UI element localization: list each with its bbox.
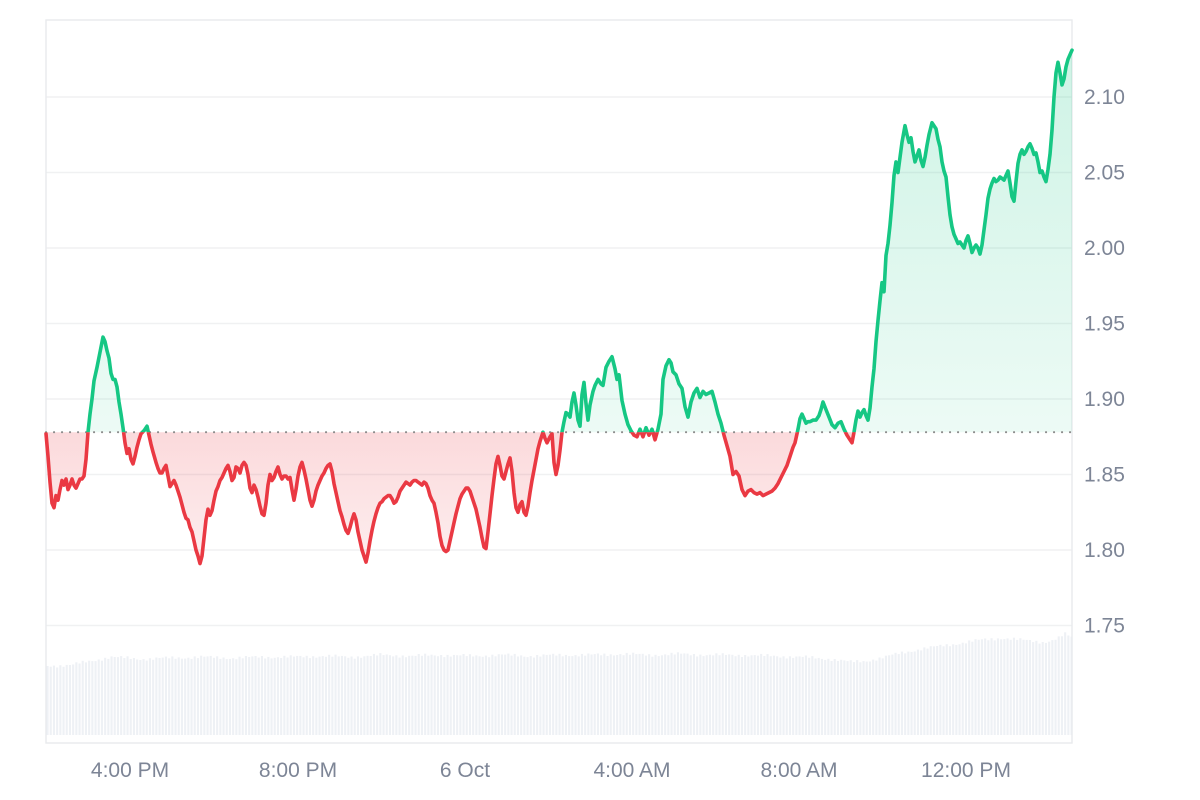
y-axis-label: 1.95 [1084,313,1125,336]
x-axis-label: 4:00 PM [91,759,169,782]
x-axis-label: 12:00 PM [921,759,1011,782]
price-line-down [44,432,856,566]
y-axis-label: 2.05 [1084,162,1125,185]
volume-bars [46,632,1073,735]
price-line-up [44,48,1074,433]
x-axis-label: 6 Oct [440,759,490,782]
y-axis-label: 1.85 [1084,464,1125,487]
x-axis-label: 8:00 PM [259,759,337,782]
x-axis-label: 8:00 AM [760,759,837,782]
y-axis: 2.10 2.05 2.00 1.95 1.90 1.85 1.80 1.75 [1084,86,1125,638]
area-above-baseline [46,50,1072,433]
y-axis-label: 1.80 [1084,539,1125,562]
x-axis-label: 4:00 AM [593,759,670,782]
y-axis-label: 1.90 [1084,388,1125,411]
y-axis-label: 1.75 [1084,615,1125,638]
x-axis: 4:00 PM 8:00 PM 6 Oct 4:00 AM 8:00 AM 12:00 P… [91,759,1011,782]
y-axis-label: 2.10 [1084,86,1125,109]
y-axis-label: 2.00 [1084,237,1125,260]
